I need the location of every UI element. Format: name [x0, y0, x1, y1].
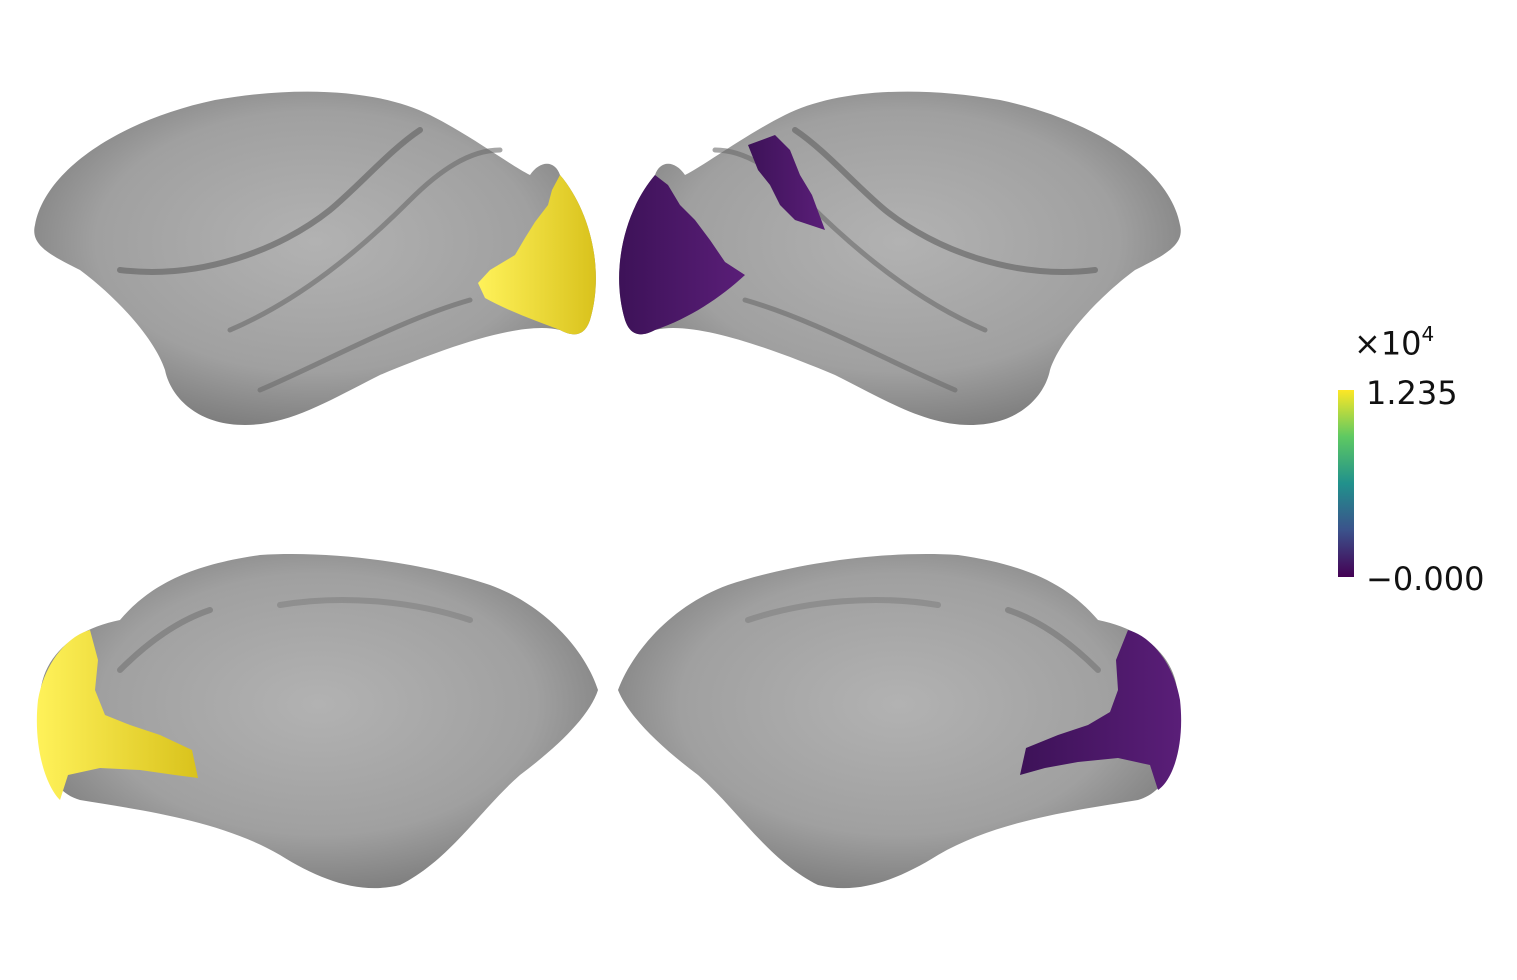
sulcus-line	[117, 127, 423, 275]
highlighted-region	[478, 175, 596, 335]
colorbar-multiplier-base: ×10	[1354, 324, 1422, 363]
highlighted-region	[36, 630, 199, 800]
highlighted-region	[1020, 630, 1182, 790]
sulcus-line	[117, 607, 213, 673]
cortical-surface	[618, 554, 1180, 889]
colorbar-gradient	[1338, 390, 1354, 577]
highlighted-region	[619, 175, 745, 335]
colorbar-multiplier: ×104	[1354, 324, 1434, 363]
sulcus-line	[745, 597, 941, 623]
highlighted-region	[748, 135, 825, 230]
sulcus-line	[277, 597, 473, 623]
colorbar-min-label: −0.000	[1366, 560, 1485, 598]
right-hemisphere-medial	[618, 554, 1182, 889]
cortical-surface	[38, 554, 598, 889]
sulcus-line	[792, 127, 1098, 275]
cortical-surface	[34, 91, 596, 425]
left-hemisphere-medial	[36, 554, 598, 889]
left-hemisphere-lateral	[34, 91, 596, 425]
sulcus-line	[742, 297, 958, 393]
cortical-surface	[619, 91, 1181, 425]
sulcus-line	[227, 147, 503, 333]
sulcus-line	[1005, 607, 1101, 673]
colorbar-max-label: 1.235	[1366, 374, 1458, 412]
colorbar	[1338, 390, 1354, 577]
right-hemisphere-lateral	[619, 91, 1181, 425]
colorbar-multiplier-exponent: 4	[1421, 322, 1435, 346]
sulcus-line	[257, 297, 473, 393]
